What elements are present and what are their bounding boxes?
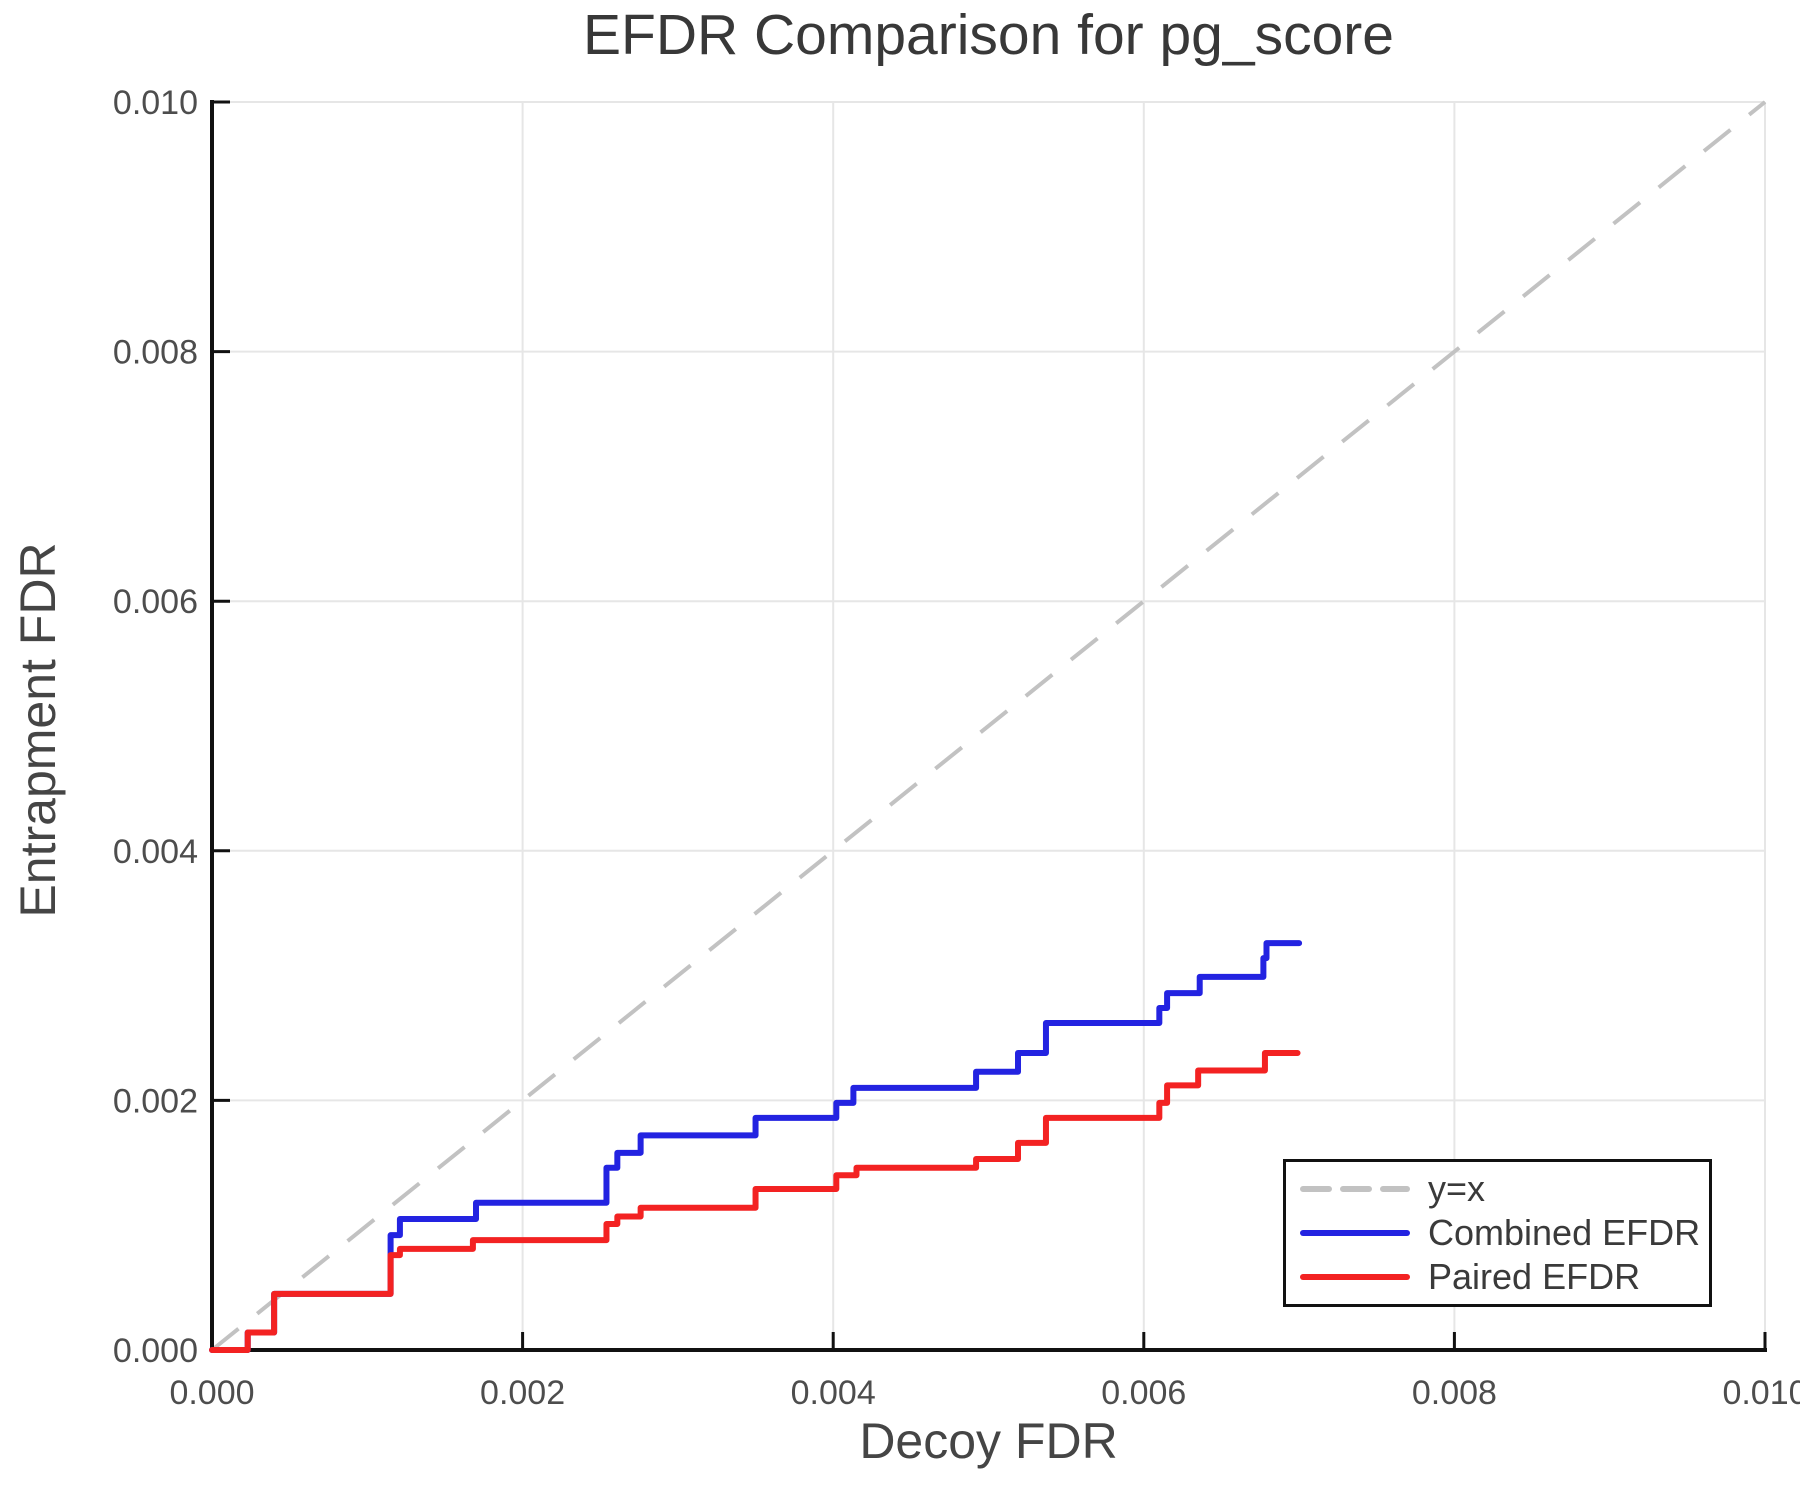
legend: y=x Combined EFDR Paired EFDR xyxy=(1283,1159,1712,1307)
x-tick-label: 0.002 xyxy=(480,1374,565,1412)
y-tick-label: 0.008 xyxy=(113,334,198,372)
y-tick-label: 0.010 xyxy=(113,84,198,122)
y-tick-label: 0.004 xyxy=(113,833,198,871)
legend-row-0: y=x xyxy=(1300,1167,1709,1211)
legend-row-1: Combined EFDR xyxy=(1300,1211,1709,1255)
x-tick-label: 0.004 xyxy=(791,1374,876,1412)
x-tick-label: 0.006 xyxy=(1101,1374,1186,1412)
legend-label: y=x xyxy=(1428,1168,1486,1209)
x-tick-label: 0.008 xyxy=(1412,1374,1497,1412)
y-tick-label: 0.006 xyxy=(113,583,198,621)
legend-label: Paired EFDR xyxy=(1428,1256,1641,1297)
x-axis-label: Decoy FDR xyxy=(859,1413,1118,1469)
y-tick-label: 0.002 xyxy=(113,1082,198,1120)
x-tick-label: 0.000 xyxy=(169,1374,254,1412)
legend-sample-line xyxy=(1300,1274,1410,1280)
identity-line xyxy=(210,100,1767,1352)
series-combined-efdr xyxy=(209,940,1303,1353)
y-axis-label: Entrapment FDR xyxy=(10,542,66,918)
x-tick-label: 0.010 xyxy=(1722,1374,1800,1412)
legend-label: Combined EFDR xyxy=(1428,1212,1701,1253)
legend-row-2: Paired EFDR xyxy=(1300,1255,1709,1299)
legend-sample-dashed xyxy=(1300,1186,1410,1192)
chart-title: EFDR Comparison for pg_score xyxy=(583,3,1394,67)
y-tick-label: 0.000 xyxy=(113,1332,198,1370)
series-paired-efdr xyxy=(209,1049,1301,1353)
legend-sample-line xyxy=(1300,1230,1410,1236)
